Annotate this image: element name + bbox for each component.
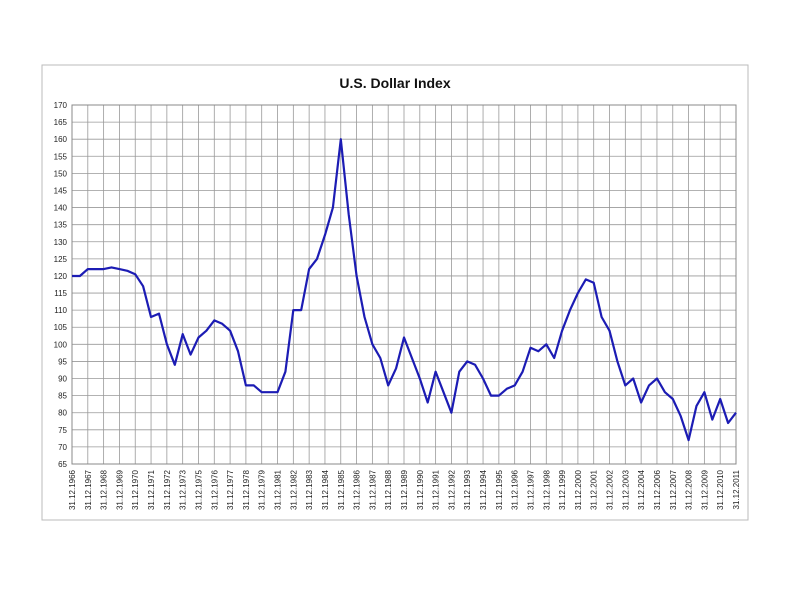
x-tick-label: 31.12.1991: [432, 469, 441, 510]
x-tick-label: 31.12.1989: [400, 469, 409, 510]
x-tick-label: 31.12.1978: [242, 469, 251, 510]
x-tick-label: 31.12.1981: [274, 469, 283, 510]
y-tick-label: 95: [58, 357, 67, 366]
chart-frame: [41, 64, 749, 521]
x-tick-label: 31.12.1993: [463, 469, 472, 510]
x-tick-label: 31.12.2003: [621, 469, 630, 510]
x-tick-label: 31.12.1988: [384, 469, 393, 510]
x-tick-label: 31.12.1976: [210, 469, 219, 510]
x-tick-label: 31.12.2008: [685, 469, 694, 510]
x-tick-label: 31.12.1999: [558, 469, 567, 510]
x-tick-label: 31.12.1983: [305, 469, 314, 510]
x-tick-label: 31.12.1985: [337, 469, 346, 510]
y-tick-label: 130: [54, 238, 68, 247]
x-tick-label: 31.12.1968: [100, 469, 109, 510]
chart-title: U.S. Dollar Index: [339, 75, 450, 91]
x-tick-label: 31.12.2000: [574, 469, 583, 510]
x-tick-label: 31.12.2001: [590, 469, 599, 510]
x-tick-label: 31.12.1990: [416, 469, 425, 510]
y-tick-label: 165: [54, 118, 68, 127]
x-tick-label: 31.12.1987: [368, 469, 377, 510]
y-tick-label: 140: [54, 204, 68, 213]
y-tick-label: 65: [58, 460, 67, 469]
x-tick-label: 31.12.2009: [700, 469, 709, 510]
y-tick-label: 155: [54, 152, 68, 161]
x-tick-label: 31.12.1992: [447, 469, 456, 510]
x-tick-label: 31.12.1975: [194, 469, 203, 510]
x-tick-label: 31.12.1969: [115, 469, 124, 510]
x-tick-label: 31.12.2007: [669, 469, 678, 510]
y-tick-label: 115: [54, 289, 67, 298]
y-tick-label: 125: [54, 255, 68, 264]
x-tick-label: 31.12.1995: [495, 469, 504, 510]
x-tick-label: 31.12.1986: [353, 469, 362, 510]
x-tick-label: 31.12.1982: [289, 469, 298, 510]
y-tick-label: 70: [58, 443, 67, 452]
y-tick-label: 80: [58, 409, 67, 418]
x-tick-label: 31.12.1979: [258, 469, 267, 510]
y-tick-label: 85: [58, 392, 67, 401]
y-tick-label: 160: [54, 135, 68, 144]
x-tick-label: 31.12.1994: [479, 469, 488, 510]
x-tick-label: 31.12.1966: [68, 469, 77, 510]
y-tick-label: 100: [54, 340, 68, 349]
x-tick-label: 31.12.2006: [653, 469, 662, 510]
y-tick-label: 145: [54, 186, 68, 195]
x-tick-label: 31.12.2004: [637, 469, 646, 510]
x-tick-label: 31.12.1998: [542, 469, 551, 510]
y-tick-label: 110: [54, 306, 67, 315]
data-line: [72, 138, 737, 442]
x-tick-label: 31.12.1972: [163, 469, 172, 510]
x-tick-label: 31.12.1997: [526, 469, 535, 510]
x-tick-label: 31.12.2011: [732, 469, 741, 509]
y-tick-label: 105: [54, 323, 68, 332]
x-tick-label: 31.12.1973: [179, 469, 188, 510]
y-tick-label: 135: [54, 221, 68, 230]
x-tick-label: 31.12.1996: [511, 469, 520, 510]
x-tick-label: 31.12.2010: [716, 469, 725, 510]
x-tick-label: 31.12.1984: [321, 469, 330, 510]
y-tick-label: 120: [54, 272, 68, 281]
x-tick-label: 31.12.1971: [147, 469, 156, 510]
y-tick-label: 150: [54, 169, 68, 178]
y-tick-label: 170: [54, 101, 68, 110]
plot-border: [71, 104, 737, 465]
x-tick-label: 31.12.1977: [226, 469, 235, 510]
y-tick-label: 75: [58, 426, 67, 435]
x-tick-label: 31.12.1967: [84, 469, 93, 510]
x-tick-label: 31.12.2002: [606, 469, 615, 510]
y-tick-label: 90: [58, 375, 67, 384]
x-tick-label: 31.12.1970: [131, 469, 140, 510]
